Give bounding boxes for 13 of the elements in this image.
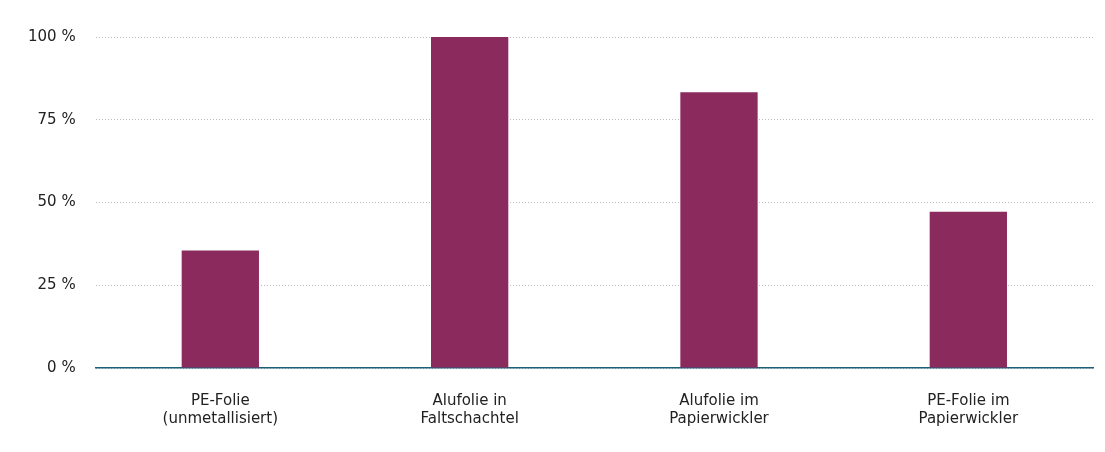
y-tick-label: 100 % — [28, 26, 76, 45]
x-tick-label: PE-Folie (unmetallisiert) — [162, 390, 279, 427]
bar — [181, 250, 259, 368]
bar — [431, 37, 509, 368]
bar — [929, 211, 1007, 368]
y-tick-label: 75 % — [37, 109, 76, 128]
x-tick-label: PE-Folie im Papierwickler — [918, 390, 1019, 427]
y-tick-label: 50 % — [37, 192, 76, 211]
x-tick-label: Alufolie in Faltschachtel — [420, 390, 519, 427]
y-tick-label: 0 % — [47, 357, 76, 376]
x-tick-label: Alufolie im Papierwickler — [669, 390, 770, 427]
bar — [680, 92, 758, 368]
y-tick-label: 25 % — [37, 275, 76, 294]
